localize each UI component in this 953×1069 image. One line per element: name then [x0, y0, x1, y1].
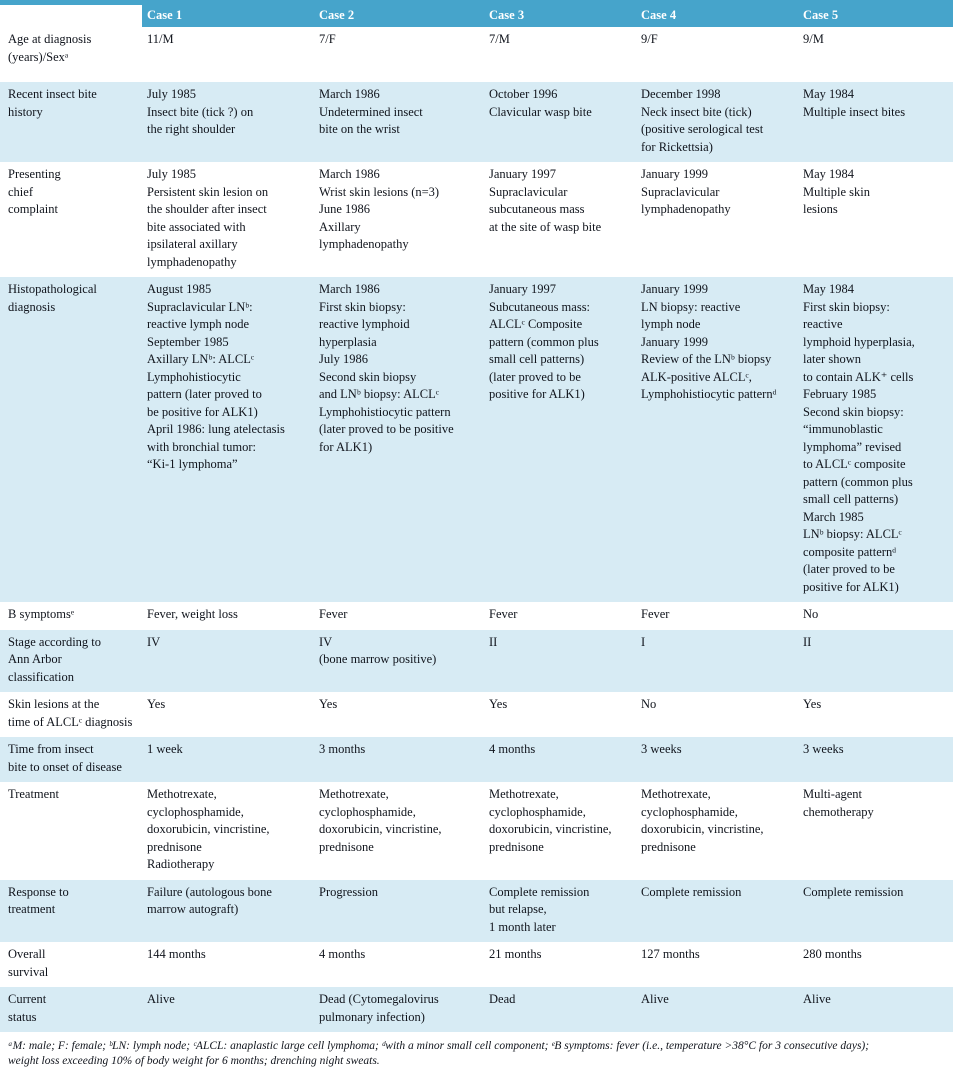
case-cell: 7/M: [489, 32, 510, 46]
case-cell: 21 months: [489, 947, 542, 961]
case-cell: Yes: [803, 697, 822, 711]
case-cell: Yes: [147, 697, 166, 711]
case-cell: No: [641, 697, 657, 711]
row-label: Overall survival: [8, 947, 49, 979]
case-cell: May 1984 Multiple skin lesions: [803, 167, 871, 216]
case-cell: Complete remission: [798, 879, 953, 942]
case-cell: 144 months: [147, 947, 206, 961]
case-cell: July 1985 Insect bite (tick ?) on the ri…: [142, 82, 314, 162]
case-cell: Methotrexate, cyclophosphamide, doxorubi…: [147, 787, 270, 871]
row-label: Response to treatment: [0, 879, 142, 942]
case-cell: Methotrexate, cyclophosphamide, doxorubi…: [641, 787, 764, 854]
case-cell: Dead: [484, 987, 636, 1032]
case-cell: 9/F: [641, 32, 658, 46]
case-cell: No: [803, 607, 819, 621]
row-label: Stage according to Ann Arbor classificat…: [0, 629, 142, 692]
case-cell: Complete remission: [636, 879, 798, 942]
table-top-rule: [0, 0, 953, 5]
case-cell: May 1984 First skin biopsy: reactive lym…: [798, 277, 953, 602]
case-cell: 3 weeks: [798, 737, 953, 782]
case-cell: October 1996 Clavicular wasp bite: [484, 82, 636, 162]
case-cell: 127 months: [641, 947, 700, 961]
table-row: Time from insect bite to onset of diseas…: [0, 737, 953, 782]
table-row: Histopathological diagnosis August 1985 S…: [0, 277, 953, 602]
table-row: Treatment Methotrexate, cyclophosphamide,…: [0, 782, 953, 880]
case-cell: Methotrexate, cyclophosphamide, doxorubi…: [489, 787, 612, 854]
case-cell: March 1986 Wrist skin lesions (n=3) June…: [319, 167, 440, 251]
case-cell: 280 months: [803, 947, 862, 961]
case-cell: IV: [142, 629, 314, 692]
table-row: Skin lesions at the time of ALCLᶜ diagno…: [0, 692, 953, 737]
row-label: Recent insect bite history: [0, 82, 142, 162]
case-cell: I: [636, 629, 798, 692]
case-cell: March 1986 Undetermined insect bite on t…: [314, 82, 484, 162]
header-case-2: Case 2: [314, 5, 484, 27]
case-cell: IV (bone marrow positive): [314, 629, 484, 692]
case-cell: Alive: [142, 987, 314, 1032]
case-cell: 1 week: [142, 737, 314, 782]
case-cell: Failure (autologous bone marrow autograf…: [142, 879, 314, 942]
case-cell: January 1997 Supraclavicular subcutaneou…: [489, 167, 602, 234]
case-cell: Fever: [489, 607, 518, 621]
table-row: Recent insect bite history July 1985 Inse…: [0, 82, 953, 162]
case-cell: Yes: [319, 697, 338, 711]
case-cell: 7/F: [319, 32, 336, 46]
case-cell: Yes: [489, 697, 508, 711]
header-case-5: Case 5: [798, 5, 953, 27]
table-footnote: ᵃM: male; F: female; ᵇLN: lymph node; ᶜA…: [8, 1040, 870, 1067]
header-case-3: Case 3: [484, 5, 636, 27]
case-cell: 11/M: [147, 32, 174, 46]
row-label: B symptomsᵉ: [8, 607, 75, 621]
case-cell: May 1984 Multiple insect bites: [798, 82, 953, 162]
row-label: Age at diagnosis (years)/Sexᵃ: [8, 32, 92, 64]
case-cell: Fever: [641, 607, 670, 621]
row-label: Treatment: [8, 787, 59, 801]
table-row: Current status Alive Dead (Cytomegalovirus…: [0, 987, 953, 1032]
table-row: Age at diagnosis (years)/Sexᵃ 11/M 7/F 7/M 9…: [0, 27, 953, 82]
table-row: Presenting chief complaint July 1985 Pers…: [0, 162, 953, 277]
case-cell: II: [798, 629, 953, 692]
table-body: Age at diagnosis (years)/Sexᵃ 11/M 7/F 7/M 9…: [0, 27, 953, 1032]
case-cell: Methotrexate, cyclophosphamide, doxorubi…: [319, 787, 442, 854]
table-header-row: Case 1 Case 2 Case 3 Case 4 Case 5: [0, 5, 953, 27]
row-label: Presenting chief complaint: [8, 167, 61, 216]
table-row: B symptomsᵉ Fever, weight loss Fever Fever F…: [0, 602, 953, 630]
row-label: Histopathological diagnosis: [0, 277, 142, 602]
case-cell: Alive: [636, 987, 798, 1032]
header-case-4: Case 4: [636, 5, 798, 27]
case-cell: 3 months: [314, 737, 484, 782]
table-row: Response to treatment Failure (autologous…: [0, 879, 953, 942]
case-cell: II: [484, 629, 636, 692]
header-case-1: Case 1: [142, 5, 314, 27]
case-cell: Multi-agent chemotherapy: [803, 787, 874, 819]
case-cell: Fever: [319, 607, 348, 621]
case-cell: January 1997 Subcutaneous mass: ALCLᶜ Co…: [484, 277, 636, 602]
case-cell: 4 months: [484, 737, 636, 782]
case-cell: Dead (Cytomegalovirus pulmonary infectio…: [314, 987, 484, 1032]
row-label: Current status: [0, 987, 142, 1032]
case-cell: December 1998 Neck insect bite (tick) (p…: [636, 82, 798, 162]
case-cell: 4 months: [319, 947, 366, 961]
case-cell: August 1985 Supraclavicular LNᵇ: reactiv…: [142, 277, 314, 602]
row-label: Time from insect bite to onset of diseas…: [0, 737, 142, 782]
case-cell: January 1999 LN biopsy: reactive lymph n…: [636, 277, 798, 602]
case-comparison-table: Case 1 Case 2 Case 3 Case 4 Case 5 Age a…: [0, 5, 953, 1032]
case-cell: January 1999 Supraclavicular lymphadenop…: [641, 167, 731, 216]
case-cell: Fever, weight loss: [147, 607, 238, 621]
row-label: Skin lesions at the time of ALCLᶜ diagno…: [8, 697, 133, 729]
case-cell: July 1985 Persistent skin lesion on the …: [147, 167, 269, 269]
header-corner-cell: [0, 5, 142, 27]
case-cell: 3 weeks: [636, 737, 798, 782]
case-cell: Alive: [798, 987, 953, 1032]
case-cell: March 1986 First skin biopsy: reactive l…: [314, 277, 484, 602]
case-cell: Complete remission but relapse, 1 month …: [484, 879, 636, 942]
case-cell: Progression: [314, 879, 484, 942]
case-cell: 9/M: [803, 32, 824, 46]
table-row: Overall survival 144 months 4 months 21 mon…: [0, 942, 953, 987]
table-row: Stage according to Ann Arbor classificat…: [0, 629, 953, 692]
